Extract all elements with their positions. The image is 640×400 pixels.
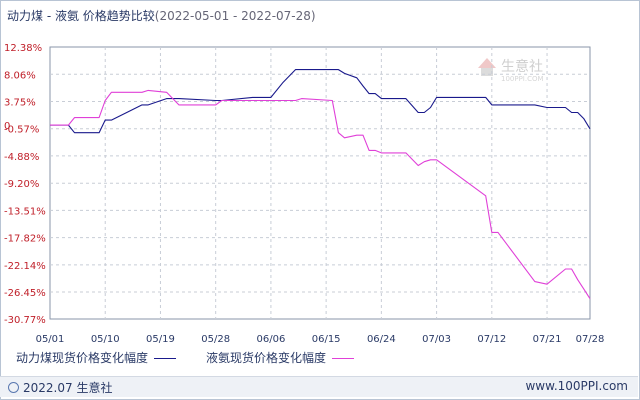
legend-ammonia-label: 液氨现货价格变化幅度 [206, 351, 327, 365]
legend-ammonia-swatch [332, 358, 355, 359]
y-tick-label: -26.45% [4, 288, 46, 299]
title-text: 动力煤 - 液氨 价格趋势比较 [7, 9, 155, 23]
series-line-ammonia [50, 89, 591, 299]
y-tick-label: -9.20% [4, 179, 39, 190]
x-tick-label: 07/12 [477, 334, 506, 345]
x-tick-label: 05/10 [91, 334, 120, 345]
series-line-coal [50, 69, 591, 134]
x-tick-label: 07/28 [576, 334, 605, 345]
watermark-url: 100PPI.COM [501, 75, 544, 83]
y-tick-label: -22.14% [4, 261, 46, 272]
x-tick-label: 06/24 [367, 334, 396, 345]
x-tick-label: 06/06 [256, 334, 285, 345]
x-tick-label: 05/28 [201, 334, 230, 345]
y-tick-label: -0.57% [4, 125, 39, 136]
footer-url[interactable]: www.100PPI.com [525, 379, 628, 393]
y-tick-label: -30.77% [4, 315, 46, 326]
x-tick-label: 05/19 [146, 334, 175, 345]
y-tick-label: 3.75% [4, 97, 36, 108]
x-tick-label: 05/01 [36, 334, 65, 345]
footer-copyright-text: 2022.07 生意社 [23, 381, 113, 395]
legend-ammonia: 液氨现货价格变化幅度 [206, 349, 355, 366]
footer-copyright: 2022.07 生意社 [8, 379, 112, 396]
footer-bar: 2022.07 生意社 www.100PPI.com [0, 376, 638, 397]
x-tick-label: 07/03 [422, 334, 451, 345]
y-tick-label: 8.06% [4, 70, 36, 81]
globe-icon [8, 382, 19, 393]
watermark-logo-base [481, 68, 493, 76]
y-tick-label: 12.38% [4, 43, 42, 54]
zero-label: 0 [4, 121, 10, 132]
chart-title: 动力煤 - 液氨 价格趋势比较(2022-05-01 - 2022-07-28) [7, 7, 316, 24]
y-tick-label: -17.82% [4, 234, 46, 245]
watermark-name: 生意社 [501, 58, 543, 75]
y-tick-label: -13.51% [4, 206, 46, 217]
legend-coal-label: 动力煤现货价格变化幅度 [16, 351, 149, 365]
legend-coal-swatch [154, 358, 177, 359]
legend-coal: 动力煤现货价格变化幅度 [16, 349, 177, 366]
y-tick-label: -4.88% [4, 152, 39, 163]
x-tick-label: 06/15 [312, 334, 341, 345]
x-tick-label: 07/21 [533, 334, 562, 345]
date-range: (2022-05-01 - 2022-07-28) [154, 9, 316, 23]
watermark-logo-icon [478, 58, 496, 68]
